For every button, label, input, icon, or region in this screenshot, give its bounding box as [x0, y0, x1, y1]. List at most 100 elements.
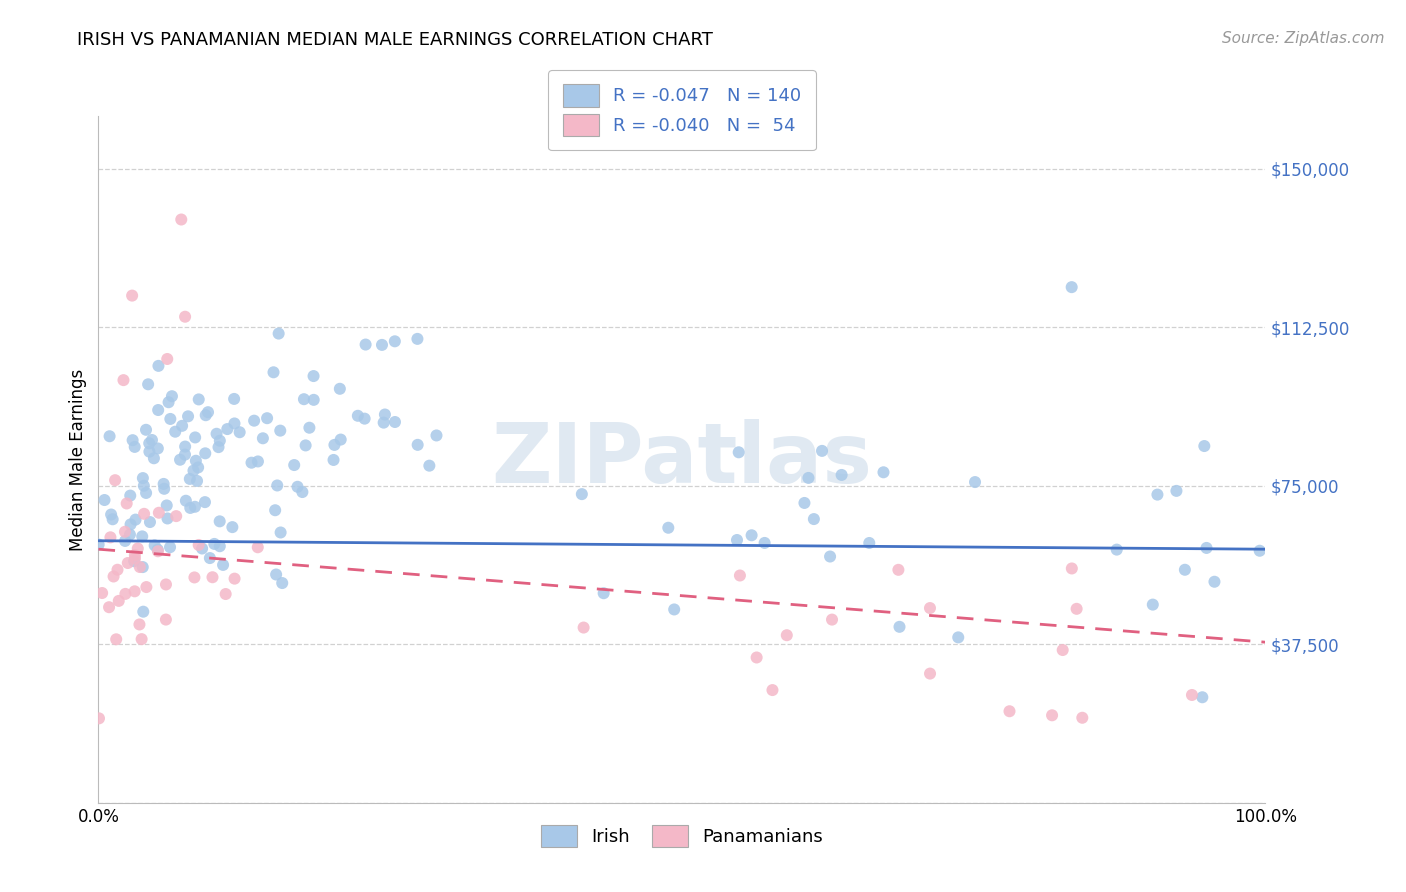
Point [1181, 688, 1204, 702]
Point [1105, 542, 1128, 557]
Point [1040, 708, 1063, 723]
Point [246, 541, 269, 555]
Point [124, 551, 146, 566]
Point [418, 458, 440, 473]
Point [329, 382, 352, 396]
Point [803, 512, 825, 526]
Point [159, 540, 181, 554]
Point [127, 541, 149, 556]
Point [224, 392, 246, 406]
Point [132, 471, 155, 485]
Point [115, 496, 138, 510]
Point [174, 310, 197, 324]
Point [270, 525, 292, 540]
Point [191, 541, 214, 556]
Text: ZIPatlas: ZIPatlas [492, 419, 872, 500]
Point [243, 414, 266, 428]
Point [406, 332, 429, 346]
Point [87, 538, 110, 552]
Point [122, 554, 145, 568]
Point [101, 512, 124, 526]
Point [208, 539, 231, 553]
Point [283, 458, 305, 472]
Point [183, 464, 205, 478]
Point [224, 417, 246, 431]
Point [142, 451, 165, 466]
Point [155, 613, 177, 627]
Point [156, 499, 179, 513]
Point [184, 430, 207, 444]
Point [228, 425, 250, 440]
Point [269, 424, 291, 438]
Point [124, 440, 146, 454]
Point [100, 530, 122, 544]
Point [1060, 561, 1083, 575]
Point [114, 524, 136, 539]
Point [120, 517, 142, 532]
Point [224, 572, 246, 586]
Point [174, 493, 197, 508]
Point [121, 433, 143, 447]
Point [153, 482, 176, 496]
Point [918, 601, 941, 615]
Point [186, 474, 208, 488]
Point [1191, 690, 1213, 705]
Text: Source: ZipAtlas.com: Source: ZipAtlas.com [1222, 31, 1385, 46]
Point [100, 508, 122, 522]
Point [1174, 563, 1197, 577]
Legend: Irish, Panamanians: Irish, Panamanians [531, 815, 832, 855]
Point [120, 489, 142, 503]
Point [114, 533, 136, 548]
Point [169, 452, 191, 467]
Point [728, 568, 751, 582]
Point [138, 436, 160, 450]
Point [201, 570, 224, 584]
Point [572, 621, 595, 635]
Point [267, 326, 290, 341]
Point [1066, 602, 1088, 616]
Point [373, 416, 395, 430]
Point [918, 666, 941, 681]
Point [571, 487, 593, 501]
Point [165, 425, 187, 439]
Point [948, 631, 970, 645]
Point [170, 212, 193, 227]
Point [298, 421, 321, 435]
Point [998, 704, 1021, 718]
Point [266, 478, 288, 492]
Point [727, 445, 749, 459]
Point [118, 527, 141, 541]
Point [761, 683, 783, 698]
Point [425, 428, 447, 442]
Point [1060, 280, 1083, 294]
Point [329, 433, 352, 447]
Point [818, 549, 841, 564]
Point [132, 507, 155, 521]
Point [177, 409, 200, 424]
Point [240, 456, 263, 470]
Point [347, 409, 370, 423]
Point [148, 403, 170, 417]
Point [194, 446, 217, 460]
Point [135, 486, 157, 500]
Point [157, 395, 180, 409]
Point [187, 392, 209, 407]
Point [246, 454, 269, 468]
Point [217, 422, 239, 436]
Point [887, 563, 910, 577]
Point [1052, 643, 1074, 657]
Point [105, 632, 128, 647]
Point [1142, 598, 1164, 612]
Point [194, 495, 217, 509]
Point [165, 509, 187, 524]
Point [264, 503, 287, 517]
Point [1194, 439, 1216, 453]
Point [215, 587, 238, 601]
Point [197, 405, 219, 419]
Point [135, 423, 157, 437]
Point [745, 650, 768, 665]
Point [252, 431, 274, 445]
Point [98, 429, 121, 443]
Point [93, 493, 115, 508]
Point [152, 477, 174, 491]
